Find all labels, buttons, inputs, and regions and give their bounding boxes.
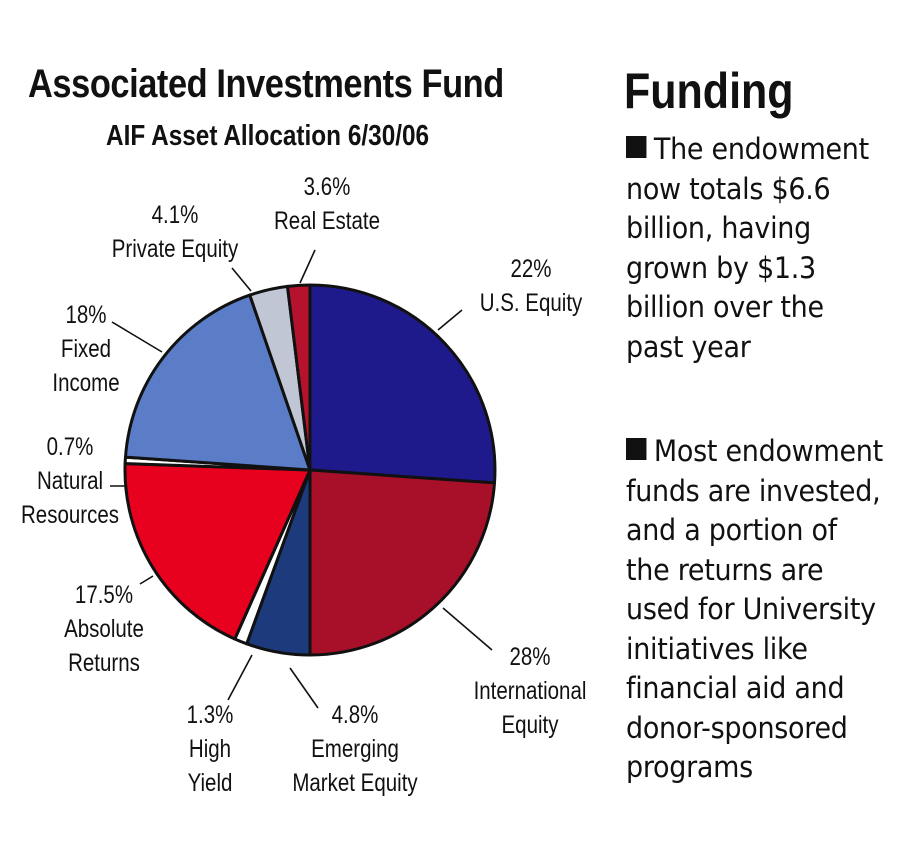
chart-title: Associated Investments Fund	[28, 62, 504, 106]
sidebar-title: Funding	[624, 63, 794, 119]
slice-label-real-estate: 3.6% Real Estate	[274, 173, 380, 235]
bullet-endowment-total: The endowment now totals $6.6 billion, h…	[626, 130, 886, 367]
leader-line-private-equity	[231, 267, 252, 292]
slice-label-emerging-market-equity: 4.8% Emerging Market Equity	[292, 701, 418, 797]
leader-line-high-yield	[227, 654, 253, 701]
slice-label-international-equity: 28% International Equity	[473, 643, 587, 739]
leader-line-real-estate	[299, 249, 316, 284]
bullet-text: endowment funds are invested, and a port…	[626, 434, 883, 784]
pie-slice-international-equity	[308, 468, 496, 657]
slice-label-high-yield: 1.3% High Yield	[186, 701, 234, 797]
chart-subtitle: AIF Asset Allocation 6/30/06	[106, 120, 430, 152]
bullet-lead: The	[653, 132, 704, 166]
bullet-endowment-use: Most endowment funds are invested, and a…	[626, 432, 886, 788]
bullet-text: endowment now totals $6.6 billion, havin…	[626, 132, 869, 364]
slice-label-us-equity: 22% U.S. Equity	[479, 255, 583, 317]
slice-label-absolute-returns: 17.5% Absolute Returns	[64, 581, 144, 677]
bullet-lead: Most	[653, 434, 718, 468]
slice-label-natural-resources: 0.7% Natural Resources	[21, 433, 119, 529]
black-square-bullet-icon	[626, 438, 647, 460]
leader-line-international-equity	[442, 607, 493, 651]
black-square-bullet-icon	[626, 136, 647, 158]
slice-label-fixed-income: 18% Fixed Income	[52, 301, 120, 397]
pie-slice-real-estate	[286, 283, 312, 472]
leader-line-us-equity	[437, 309, 463, 331]
leader-line-absolute-returns	[139, 575, 154, 585]
leader-line-fixed-income	[111, 321, 163, 353]
slice-label-private-equity: 4.1% Private Equity	[111, 201, 239, 263]
leader-line-emerging-market	[289, 667, 319, 709]
pie-slice-u-s-equity	[308, 283, 497, 485]
